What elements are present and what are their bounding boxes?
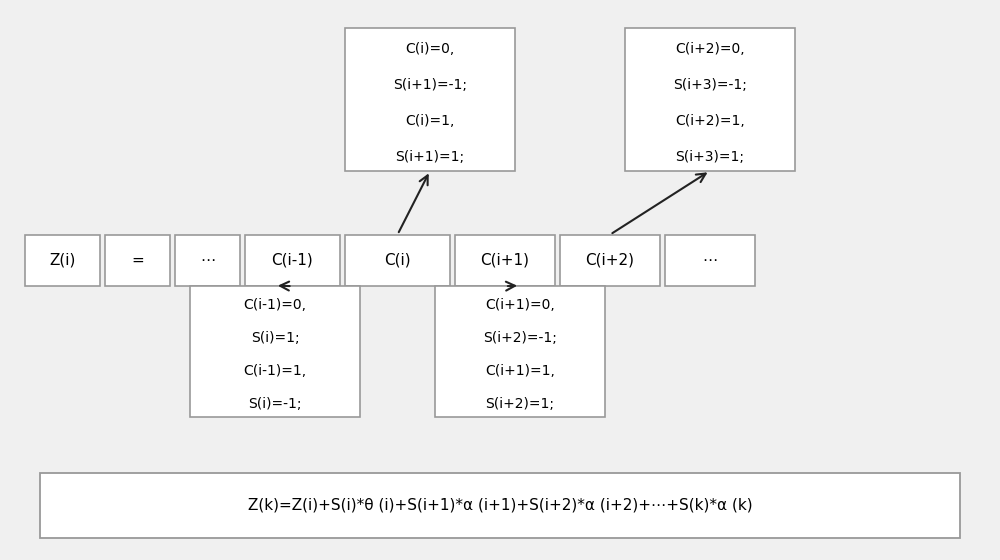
Text: C(i-1): C(i-1) — [272, 253, 313, 268]
FancyBboxPatch shape — [175, 235, 240, 286]
Text: Z(i): Z(i) — [49, 253, 76, 268]
Text: =: = — [131, 253, 144, 268]
FancyBboxPatch shape — [665, 235, 755, 286]
FancyBboxPatch shape — [455, 235, 555, 286]
FancyBboxPatch shape — [625, 28, 795, 171]
FancyBboxPatch shape — [190, 286, 360, 417]
Text: C(i+1)=1,: C(i+1)=1, — [485, 364, 555, 378]
Text: S(i+2)=1;: S(i+2)=1; — [486, 397, 554, 411]
FancyBboxPatch shape — [345, 235, 450, 286]
FancyBboxPatch shape — [345, 28, 515, 171]
FancyBboxPatch shape — [105, 235, 170, 286]
Text: S(i+3)=-1;: S(i+3)=-1; — [673, 78, 747, 92]
Text: C(i+2)=0,: C(i+2)=0, — [675, 43, 745, 57]
FancyBboxPatch shape — [245, 235, 340, 286]
Text: S(i)=1;: S(i)=1; — [251, 331, 299, 345]
Text: C(i+1)=0,: C(i+1)=0, — [485, 298, 555, 312]
Text: ⋯: ⋯ — [200, 253, 215, 268]
Text: C(i): C(i) — [384, 253, 411, 268]
Text: S(i+1)=1;: S(i+1)=1; — [395, 150, 465, 164]
Text: C(i-1)=1,: C(i-1)=1, — [243, 364, 307, 378]
FancyBboxPatch shape — [435, 286, 605, 417]
Text: S(i+3)=1;: S(i+3)=1; — [676, 150, 744, 164]
Text: C(i)=1,: C(i)=1, — [405, 114, 455, 128]
Text: C(i+2)=1,: C(i+2)=1, — [675, 114, 745, 128]
Text: S(i+2)=-1;: S(i+2)=-1; — [483, 331, 557, 345]
Text: Z(k)=Z(i)+S(i)*θ (i)+S(i+1)*α (i+1)+S(i+2)*α (i+2)+⋯+S(k)*α (k): Z(k)=Z(i)+S(i)*θ (i)+S(i+1)*α (i+1)+S(i+… — [248, 498, 752, 513]
FancyBboxPatch shape — [40, 473, 960, 538]
Text: C(i+2): C(i+2) — [586, 253, 635, 268]
Text: S(i+1)=-1;: S(i+1)=-1; — [393, 78, 467, 92]
Text: C(i-1)=0,: C(i-1)=0, — [244, 298, 306, 312]
Text: C(i+1): C(i+1) — [480, 253, 530, 268]
Text: C(i)=0,: C(i)=0, — [405, 43, 455, 57]
FancyBboxPatch shape — [560, 235, 660, 286]
Text: ⋯: ⋯ — [702, 253, 718, 268]
Text: S(i)=-1;: S(i)=-1; — [248, 397, 302, 411]
FancyBboxPatch shape — [25, 235, 100, 286]
